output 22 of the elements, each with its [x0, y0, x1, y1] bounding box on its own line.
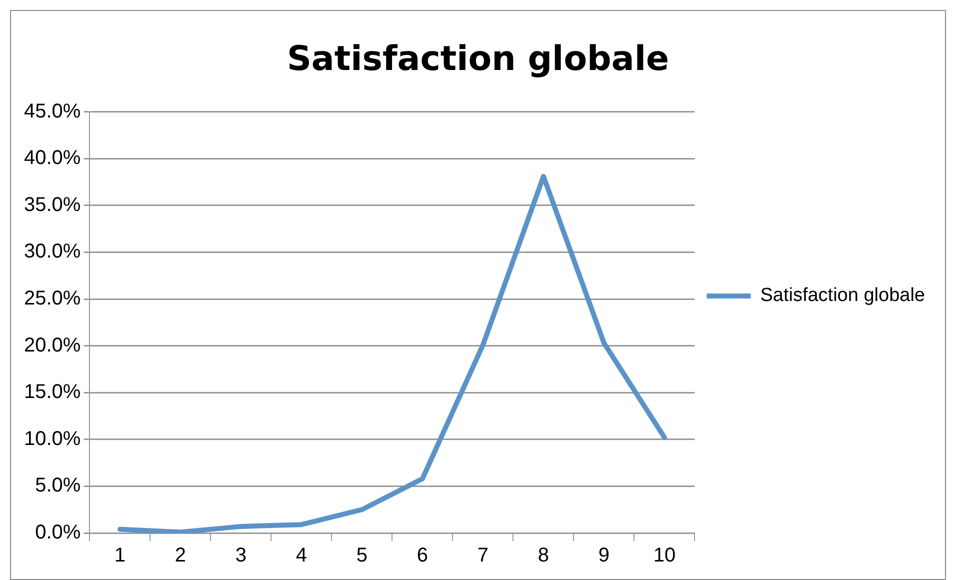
y-tick-label: 15.0%	[24, 381, 81, 404]
y-tick-label: 35.0%	[24, 194, 81, 216]
y-tick-label: 5.0%	[35, 474, 81, 497]
x-tick-label: 3	[235, 544, 247, 567]
y-tick-label: 45.0%	[24, 100, 81, 122]
x-tick-label: 4	[296, 544, 308, 567]
x-tick-label: 7	[477, 544, 489, 567]
y-tick-label: 30.0%	[24, 240, 81, 263]
y-tick-label: 10.0%	[24, 428, 81, 450]
y-tick-label: 20.0%	[24, 334, 81, 356]
y-tick-label: 25.0%	[24, 288, 81, 310]
x-tick-label: 2	[174, 544, 186, 567]
x-tick-label: 8	[538, 544, 550, 567]
chart-title: Satisfaction globale	[286, 39, 670, 80]
y-tick-label: 0.0%	[35, 522, 81, 544]
x-tick-label: 10	[653, 544, 676, 567]
legend-label: Satisfaction globale	[760, 285, 926, 306]
y-tick-label: 40.0%	[24, 147, 81, 170]
x-tick-label: 9	[598, 544, 610, 567]
x-tick-label: 1	[114, 544, 126, 567]
x-tick-label: 5	[356, 544, 368, 567]
x-tick-label: 6	[416, 544, 428, 567]
